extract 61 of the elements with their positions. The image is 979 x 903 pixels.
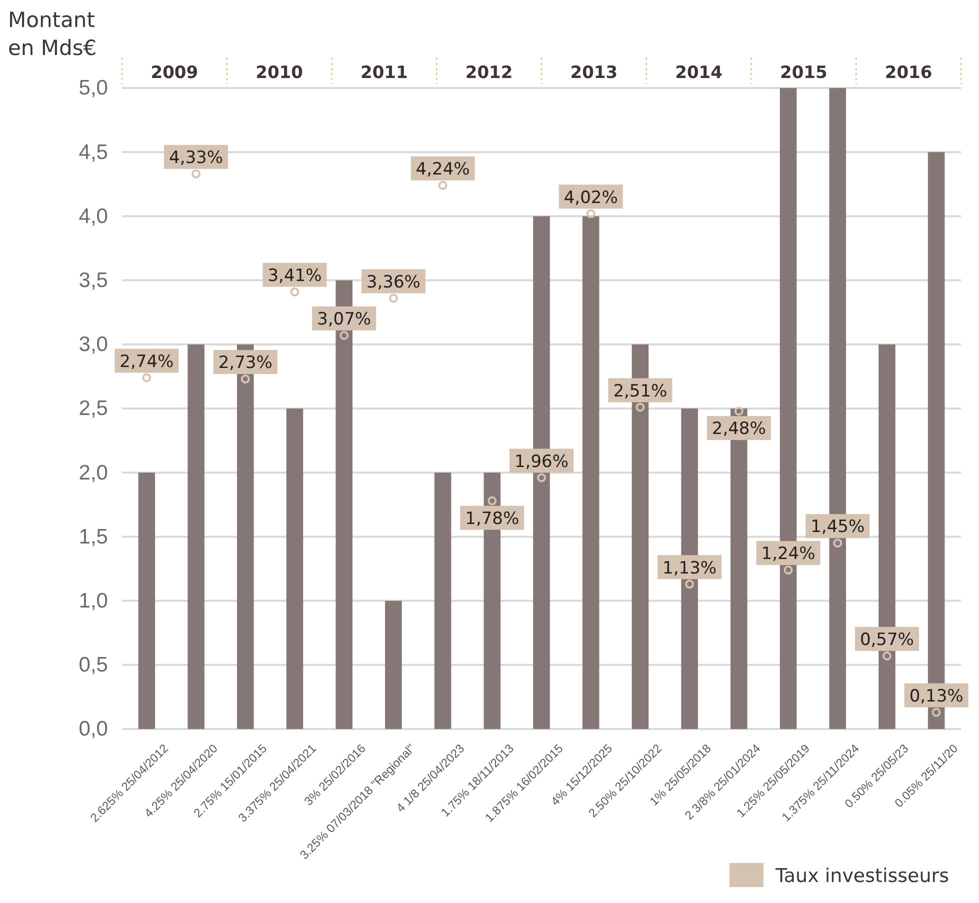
text: 2011 — [360, 63, 408, 83]
y-tick-label: 0,5 — [78, 654, 108, 677]
y-axis-title: Montant en Mds€ — [8, 7, 98, 62]
point — [685, 580, 694, 589]
point — [882, 651, 892, 660]
point — [488, 496, 497, 506]
text: 2009 — [150, 63, 198, 83]
data-label: 4,02% — [564, 188, 618, 208]
data-label: 3,36% — [366, 272, 420, 292]
y-tick-label: 1,0 — [78, 590, 108, 613]
point — [192, 169, 201, 178]
point — [537, 473, 546, 482]
data-label: 2,48% — [712, 419, 766, 440]
text: 2013 — [570, 63, 618, 83]
text: 2015 — [780, 63, 828, 83]
y-tick-label: 5,0 — [78, 76, 108, 100]
bar — [385, 600, 402, 729]
data-label: 3,07% — [317, 310, 372, 330]
y-tick-label: 3,5 — [78, 269, 108, 292]
point — [290, 287, 300, 296]
text: 2016 — [884, 63, 932, 83]
y-tick-label: 2,5 — [78, 397, 108, 420]
data-label: 3,41% — [268, 266, 322, 286]
y-tick-label: 2,0 — [78, 461, 108, 484]
text: 2012 — [465, 63, 513, 83]
data-label: 2,74% — [120, 352, 174, 372]
y-tick-label: 4,5 — [78, 140, 108, 164]
data-label: 2,73% — [218, 353, 272, 374]
data-label: 0,57% — [860, 630, 914, 650]
bar — [434, 472, 452, 729]
data-label: 1,13% — [662, 558, 717, 578]
point — [438, 180, 448, 190]
point — [784, 566, 793, 575]
data-label: 4,24% — [416, 160, 470, 180]
bar — [286, 408, 304, 729]
data-label: 0,13% — [909, 686, 964, 706]
point — [734, 406, 744, 416]
y-tick-label: 3,0 — [78, 333, 108, 356]
data-label: 1,96% — [514, 452, 569, 472]
data-label: 1,24% — [761, 544, 816, 564]
point — [240, 374, 250, 384]
bar — [188, 344, 204, 729]
legend-label: Taux investisseurs — [774, 864, 949, 887]
point — [833, 538, 842, 548]
text: 2010 — [256, 63, 304, 83]
y-tick-label: 1,5 — [78, 525, 108, 548]
data-label: 2,51% — [613, 381, 668, 402]
bar — [138, 472, 156, 729]
point — [932, 708, 941, 717]
point — [586, 209, 596, 218]
text: 2014 — [675, 63, 723, 83]
point — [388, 294, 398, 303]
point — [142, 373, 152, 382]
bar — [582, 216, 600, 729]
point — [636, 402, 645, 412]
data-label: 1,45% — [810, 517, 865, 538]
data-label: 4,33% — [169, 148, 224, 168]
data-label: 1,78% — [465, 508, 520, 529]
point — [340, 330, 349, 340]
y-tick-label: 4,0 — [78, 204, 108, 228]
y-tick-label: 0,0 — [78, 718, 108, 741]
